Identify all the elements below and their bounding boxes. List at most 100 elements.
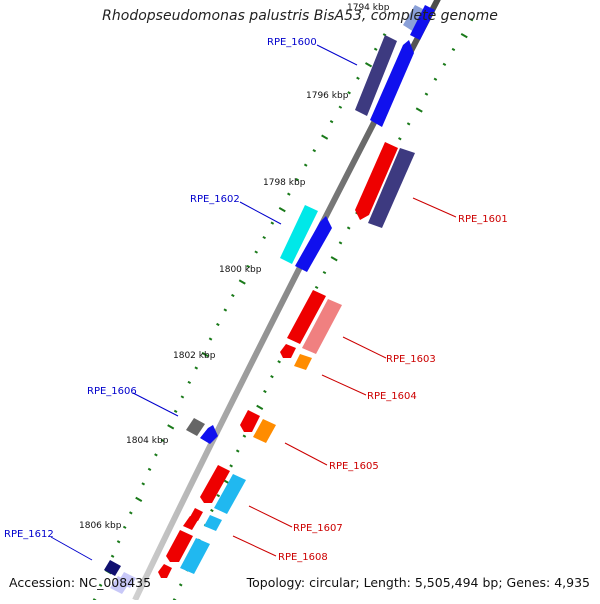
gene-arrow[interactable] (294, 354, 312, 370)
gene-arrow[interactable] (403, 5, 425, 32)
tick-mark (210, 508, 214, 513)
tick-mark (122, 525, 127, 529)
gene-labels-forward: RPE_1600 RPE_1602 RPE_1606 RPE_1612 (4, 37, 317, 540)
kbp-label: 1798 kbp (263, 178, 306, 188)
tick-mark (303, 163, 308, 167)
kbp-label: 1806 kbp (79, 521, 122, 531)
tick-marks (92, 18, 474, 602)
kbp-label: 1794 kbp (347, 3, 390, 13)
gene-arrow[interactable] (370, 40, 414, 127)
tick-mark (338, 241, 343, 245)
tick-mark (223, 308, 228, 312)
tick-mark (242, 434, 247, 438)
tick-mark (98, 583, 103, 587)
gene-arrow[interactable] (280, 344, 296, 358)
tick-mark (329, 120, 334, 124)
tick-mark (116, 540, 121, 544)
gene-arrow[interactable] (280, 205, 318, 264)
gene-arrow[interactable] (214, 474, 246, 514)
kbp-label: 1796 kbp (306, 91, 349, 101)
tick-mark (415, 107, 423, 113)
tick-mark (110, 554, 115, 558)
tick-mark (314, 285, 319, 290)
tick-mark (246, 264, 251, 269)
gene-arrow[interactable] (158, 564, 172, 578)
gene-arrow[interactable] (166, 530, 193, 562)
gene-arrow[interactable] (186, 418, 205, 436)
gene-arrow[interactable] (410, 5, 435, 40)
tick-mark (330, 256, 338, 262)
tick-mark (256, 404, 264, 411)
tick-mark (180, 395, 185, 399)
gene-arrow[interactable] (355, 35, 397, 116)
gene-label-rpe-1606[interactable]: RPE_1606 (87, 386, 137, 397)
tick-mark (262, 235, 267, 240)
tick-mark (373, 47, 378, 51)
kbp-labels: 1794 kbp 1796 kbp 1798 kbp 1800 kbp 1802… (79, 3, 390, 531)
gene-arrow[interactable] (110, 576, 130, 594)
gene-label-rpe-1600[interactable]: RPE_1600 (267, 37, 317, 48)
gene-label-rpe-1601[interactable]: RPE_1601 (458, 214, 508, 225)
tick-mark (270, 221, 275, 225)
genome-summary: Topology: circular; Length: 5,505,494 bp… (246, 575, 590, 590)
gene-arrow[interactable] (200, 465, 230, 503)
tick-mark (278, 206, 286, 213)
gene-label-rpe-1605[interactable]: RPE_1605 (329, 461, 379, 472)
gene-features (104, 5, 435, 594)
tick-mark (433, 77, 438, 81)
tick-mark (154, 453, 158, 457)
gene-arrow[interactable] (355, 142, 398, 220)
gene-arrow[interactable] (302, 299, 342, 354)
gene-labels-reverse: RPE_1601 RPE_1603 RPE_1604 RPE_1605 RPE_… (278, 214, 508, 563)
gene-label-rpe-1602[interactable]: RPE_1602 (190, 194, 240, 205)
tick-mark (231, 293, 235, 298)
gene-arrow[interactable] (295, 216, 332, 272)
tick-mark (356, 76, 360, 80)
tick-mark (346, 226, 351, 230)
gene-label-rpe-1612[interactable]: RPE_1612 (4, 529, 54, 540)
tick-mark (424, 92, 429, 96)
gene-arrow[interactable] (190, 508, 203, 521)
tick-mark (398, 137, 402, 141)
tick-mark (194, 366, 199, 370)
kbp-label: 1802 kbp (173, 351, 216, 361)
tick-mark (235, 449, 240, 453)
tick-mark (263, 389, 267, 394)
tick-mark (442, 62, 447, 66)
gene-arrow[interactable] (200, 425, 218, 444)
leader-lines (50, 44, 457, 561)
tick-mark (460, 33, 468, 39)
gene-arrow[interactable] (287, 290, 326, 344)
tick-mark (178, 583, 183, 587)
tick-mark (365, 62, 373, 68)
map-title: Rhodopseudomonas palustris BisA53, compl… (102, 8, 498, 24)
tick-mark (287, 192, 291, 196)
tick-mark (187, 380, 192, 385)
gene-arrow[interactable] (253, 419, 276, 443)
tick-mark (347, 91, 351, 95)
gene-label-rpe-1604[interactable]: RPE_1604 (367, 391, 417, 402)
tick-mark (201, 351, 209, 358)
gene-arrow[interactable] (180, 538, 210, 574)
gene-arrow[interactable] (104, 560, 121, 576)
tick-mark (254, 250, 258, 254)
gene-label-rpe-1607[interactable]: RPE_1607 (293, 523, 343, 534)
tick-mark (322, 270, 327, 275)
tick-mark (135, 496, 143, 502)
gene-arrow[interactable] (240, 410, 260, 432)
tick-mark (270, 375, 274, 379)
tick-mark (141, 482, 146, 486)
gene-label-rpe-1608[interactable]: RPE_1608 (278, 552, 328, 563)
gene-label-rpe-1603[interactable]: RPE_1603 (386, 354, 436, 365)
tick-mark (312, 149, 317, 153)
accession-label: Accession: NC_008435 (9, 575, 152, 590)
tick-mark (469, 18, 474, 22)
gene-arrow[interactable] (183, 516, 198, 530)
gene-arrow[interactable] (204, 515, 222, 531)
tick-mark (295, 178, 300, 182)
tick-mark (238, 279, 246, 285)
tick-mark (277, 360, 281, 364)
tick-mark (321, 134, 329, 140)
gene-arrow[interactable] (368, 148, 415, 228)
